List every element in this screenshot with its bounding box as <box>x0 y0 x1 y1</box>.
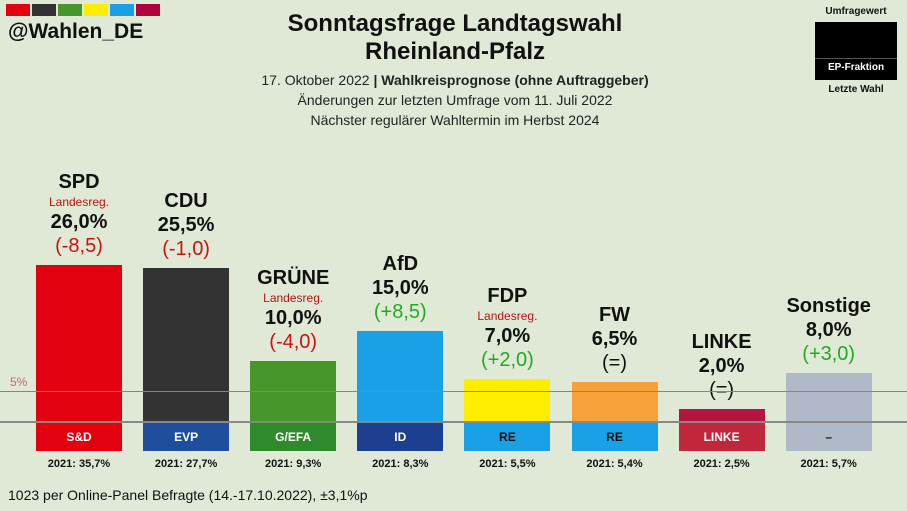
flag-stripe <box>32 4 56 16</box>
threshold-label: 5% <box>10 375 28 389</box>
previous-election-label: 2021: 35,7% <box>47 458 111 470</box>
party-name: GRÜNE <box>257 267 330 289</box>
value-label: 25,5% <box>157 214 215 236</box>
value-label: 6,5% <box>591 328 638 350</box>
change-label: (+3,0) <box>802 343 856 365</box>
value-label: 15,0% <box>371 277 429 299</box>
survey-date: 17. Oktober 2022 <box>261 72 370 88</box>
landesreg-label: Landesreg. <box>263 291 324 305</box>
flag-stripe <box>6 4 30 16</box>
value-label: 10,0% <box>264 307 322 329</box>
bar-sonstige <box>785 373 872 421</box>
party-name: LINKE <box>691 331 752 353</box>
legend-ep-fraktion: EP-Fraktion <box>815 58 897 77</box>
flag-stripe <box>58 4 82 16</box>
footer-note: 1023 per Online-Panel Befragte (14.-17.1… <box>8 487 368 503</box>
changes-note: Änderungen zur letzten Umfrage vom 11. J… <box>297 92 613 108</box>
subtitle-date-line: 17. Oktober 2022 | Wahlkreisprognose (oh… <box>200 72 710 88</box>
chart-title-line2: Rheinland-Pfalz <box>364 38 545 65</box>
previous-election-label: 2021: 27,7% <box>154 458 218 470</box>
ep-fraktion-label: S&D <box>36 423 122 451</box>
change-label: (=) <box>602 352 627 374</box>
bar-fw <box>571 382 658 421</box>
previous-election-label: 2021: 9,3% <box>265 458 322 470</box>
change-label: (+8,5) <box>373 301 427 323</box>
party-name: FW <box>598 304 631 326</box>
change-label: (-4,0) <box>269 331 318 353</box>
chart-title-line1: Sonntagsfrage Landtagswahl <box>287 10 623 37</box>
party-name: SPD <box>58 171 100 193</box>
party-name: FDP <box>487 285 528 307</box>
threshold-line <box>0 391 907 392</box>
flag-stripe <box>136 4 160 16</box>
change-label: (=) <box>709 379 735 401</box>
separator: | <box>373 72 378 88</box>
next-election-note: Nächster regulärer Wahltermin im Herbst … <box>310 112 600 128</box>
flag-stripe <box>110 4 134 16</box>
party-name: Sonstige <box>786 295 871 317</box>
previous-election-label: 2021: 5,4% <box>586 458 643 470</box>
value-label: 8,0% <box>805 319 852 341</box>
change-label: (-8,5) <box>55 235 103 257</box>
survey-method: Wahlkreisprognose (ohne Auftraggeber) <box>381 72 649 88</box>
ep-fraktion-label: EVP <box>143 423 230 451</box>
bar-cdu <box>143 268 230 421</box>
change-label: (-1,0) <box>162 238 210 260</box>
previous-election-label: 2021: 5,5% <box>479 458 536 470</box>
bar-spd <box>36 265 122 421</box>
legend-letzte-wahl: Letzte Wahl <box>828 84 884 95</box>
change-label: (+2,0) <box>480 349 534 371</box>
bar-afd <box>357 331 444 421</box>
ep-fraktion-label: ID <box>357 423 444 451</box>
value-label: 2,0% <box>698 355 745 377</box>
legend-umfragewert: Umfragewert <box>825 6 887 17</box>
ep-fraktion-label: G/EFA <box>250 423 337 451</box>
value-label: 26,0% <box>50 211 108 233</box>
previous-election-label: 2021: 5,7% <box>800 458 857 470</box>
ep-fraktion-label: RE <box>571 423 658 451</box>
previous-election-label: 2021: 2,5% <box>693 458 750 470</box>
ep-fraktion-label: LINKE <box>678 423 765 451</box>
landesreg-label: Landesreg. <box>48 195 110 209</box>
bar-linke <box>678 409 765 421</box>
party-name: CDU <box>164 190 208 212</box>
ep-fraktion-label: – <box>785 423 872 451</box>
party-name: AfD <box>382 253 419 275</box>
value-label: 7,0% <box>484 325 531 347</box>
previous-election-label: 2021: 8,3% <box>372 458 429 470</box>
account-handle: @Wahlen_DE <box>8 20 144 43</box>
flag-stripe <box>84 4 108 16</box>
bar-fdp <box>464 379 551 421</box>
landesreg-label: Landesreg. <box>477 309 538 323</box>
ep-fraktion-label: RE <box>464 423 551 451</box>
chart-baseline <box>0 421 907 423</box>
